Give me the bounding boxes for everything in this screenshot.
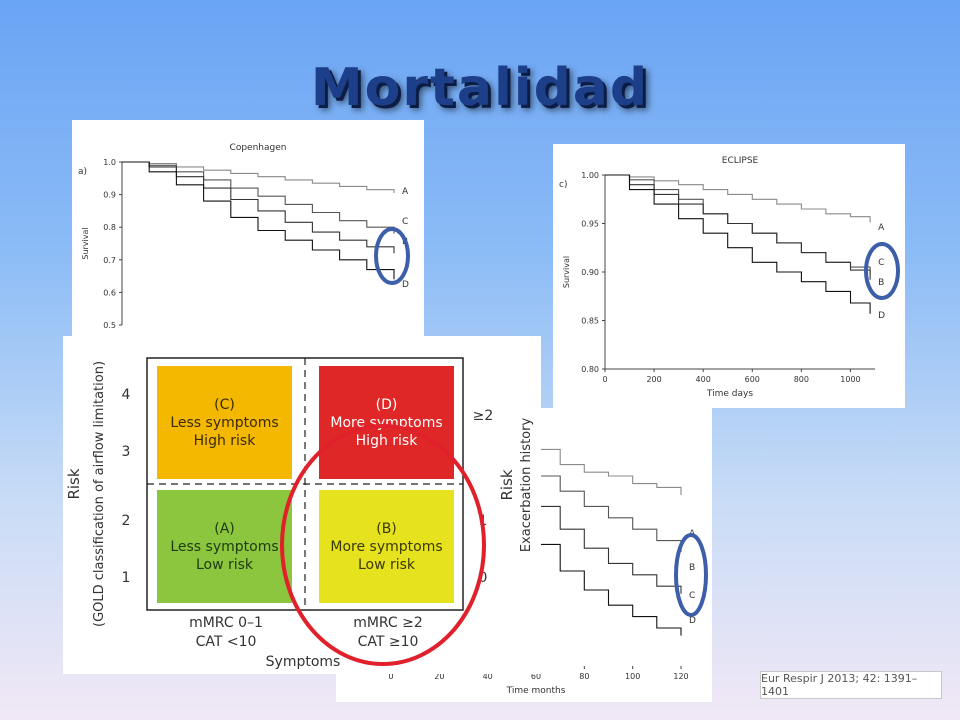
chart-title: ECLIPSE xyxy=(722,156,759,166)
y-tick-2: 2 xyxy=(122,513,131,529)
y-tick-1: 1 xyxy=(122,570,131,586)
x-tick-label: 120 xyxy=(673,672,688,681)
right-tick-2plus: ≥2 xyxy=(473,408,494,424)
y-tick-3: 3 xyxy=(122,444,131,460)
x-group-2-line2: CAT ≥10 xyxy=(357,634,419,650)
right-axis-label: Risk xyxy=(498,469,516,500)
x-tick-label: 400 xyxy=(696,375,711,384)
y-tick-label: 0.6 xyxy=(103,288,116,297)
cell-b: (B) More symptoms Low risk xyxy=(319,490,454,603)
x-tick-label: 80 xyxy=(579,672,589,681)
y-tick-label: 0.8 xyxy=(103,223,116,232)
survival-curve-d xyxy=(536,543,682,636)
survival-curve-c xyxy=(536,505,682,594)
series-label-c: C xyxy=(878,258,884,268)
b-quadrant-highlight-circle xyxy=(280,424,486,666)
series-label-d: D xyxy=(402,280,409,290)
y-tick-label: 0.9 xyxy=(103,191,116,200)
y-tick-label: 0.80 xyxy=(581,365,599,374)
cell-d-code: (D) xyxy=(375,396,398,413)
x-axis-label: Symptoms xyxy=(265,654,341,670)
x-tick-label: 100 xyxy=(625,672,640,681)
x-tick-label: 0 xyxy=(388,672,393,681)
y-tick-label: 1.00 xyxy=(581,171,599,180)
y-axis-label: Survival xyxy=(81,227,90,259)
survival-curve-d xyxy=(605,174,871,314)
citation: Eur Respir J 2013; 42: 1391–1401 xyxy=(760,671,942,699)
copenhagen-highlight-circle xyxy=(374,227,410,285)
series-label-c: C xyxy=(402,217,408,227)
right-axis-sublabel: Exacerbation history xyxy=(519,418,534,553)
series-label-b: B xyxy=(878,278,884,288)
y-tick-label: 0.7 xyxy=(103,256,116,265)
cell-a-line2: Low risk xyxy=(195,556,254,573)
cell-b-code: (B) xyxy=(376,520,397,537)
y-axis-label: Survival xyxy=(562,256,571,288)
x-tick-label: 60 xyxy=(531,672,541,681)
cell-d-line2: High risk xyxy=(355,432,418,449)
y-tick-label: 1.0 xyxy=(103,158,116,167)
chart-title: Copenhagen xyxy=(230,143,287,153)
series-label-d: D xyxy=(878,311,885,321)
survival-curve-a xyxy=(536,448,682,495)
x-axis-label: Time months xyxy=(506,686,566,696)
x-tick-label: 0 xyxy=(602,375,607,384)
eclipse-chart: ECLIPSE c) 1.00 0.95 0.90 0.85 0.80 Survival 0 20… xyxy=(559,156,885,399)
cell-a-code: (A) xyxy=(214,520,235,537)
survival-curve-d xyxy=(122,161,395,280)
x-group-1-line2: CAT <10 xyxy=(195,634,257,650)
survival-curve-a xyxy=(122,161,395,193)
x-tick-label: 600 xyxy=(745,375,760,384)
series-label-a: A xyxy=(878,223,885,233)
cell-c-line2: High risk xyxy=(193,432,256,449)
x-tick-label: 20 xyxy=(434,672,444,681)
survival-curve-b xyxy=(536,475,682,552)
cell-a: (A) Less symptoms Low risk xyxy=(157,490,292,603)
series-label-b: B xyxy=(689,563,695,573)
cell-d: (D) More symptoms High risk xyxy=(319,366,454,479)
series-label-c: C xyxy=(689,591,695,601)
x-tick-label: 200 xyxy=(646,375,661,384)
slide-title: Mortalidad xyxy=(310,58,650,118)
cell-d-line1: More symptoms xyxy=(330,414,443,431)
panel-label: c) xyxy=(559,180,567,190)
series-label-a: A xyxy=(402,187,409,197)
x-tick-label: 1000 xyxy=(840,375,860,384)
survival-curve-b xyxy=(122,161,395,254)
x-tick-label: 40 xyxy=(483,672,493,681)
y-tick-4: 4 xyxy=(122,387,131,403)
y-tick-label: 0.85 xyxy=(581,317,599,326)
y-axis-label: Risk xyxy=(65,468,83,499)
right-tick-0: 0 xyxy=(479,570,488,586)
cell-c-code: (C) xyxy=(214,396,235,413)
y-tick-label: 0.90 xyxy=(581,268,599,277)
cell-c: (C) Less symptoms High risk xyxy=(157,366,292,479)
x-axis-label: Time days xyxy=(706,389,753,399)
cell-b-line1: More symptoms xyxy=(330,538,443,555)
third-chart-highlight-circle xyxy=(674,533,708,617)
series-label-d: D xyxy=(689,616,696,626)
x-group-1-line1: mMRC 0–1 xyxy=(189,615,263,631)
cell-a-line1: Less symptoms xyxy=(170,538,279,555)
cell-c-line1: Less symptoms xyxy=(170,414,279,431)
x-group-2-line1: mMRC ≥2 xyxy=(353,615,423,631)
copenhagen-chart: Copenhagen a) 1.0 0.9 0.8 0.7 0.6 0.5 Survival A C… xyxy=(78,143,409,330)
y-axis-sublabel: (GOLD classification of airflow limitati… xyxy=(92,361,107,627)
cell-b-line2: Low risk xyxy=(357,556,416,573)
y-tick-label: 0.95 xyxy=(581,220,599,229)
eclipse-highlight-circle xyxy=(864,242,900,300)
panel-label: a) xyxy=(78,167,87,177)
y-tick-label: 0.5 xyxy=(103,321,116,330)
eclipse-chart-panel: ECLIPSE c) 1.00 0.95 0.90 0.85 0.80 Survival 0 20… xyxy=(553,144,905,408)
x-tick-label: 800 xyxy=(794,375,809,384)
copenhagen-chart-panel: Copenhagen a) 1.0 0.9 0.8 0.7 0.6 0.5 Survival A C… xyxy=(72,120,424,340)
right-axis-labels: Risk Exacerbation history xyxy=(498,418,534,553)
